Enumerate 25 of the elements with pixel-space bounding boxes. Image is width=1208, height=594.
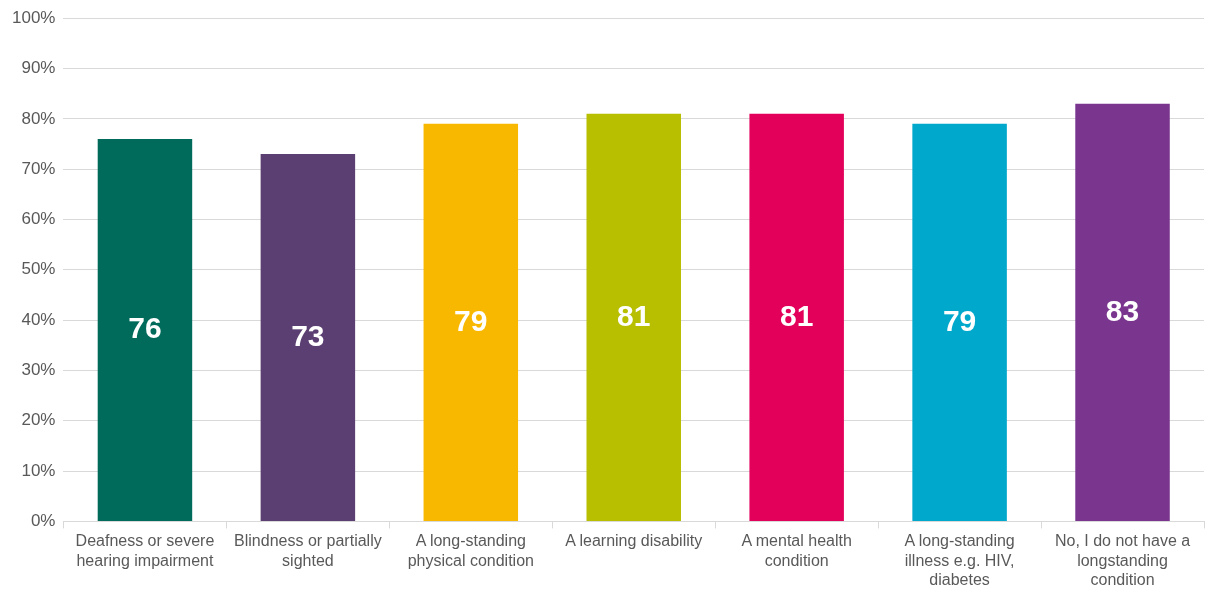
data-label: 73	[291, 318, 325, 352]
y-tick-label: 20%	[21, 410, 56, 430]
y-tick-label: 90%	[21, 58, 56, 78]
data-label: 83	[1105, 293, 1140, 327]
data-label: 81	[617, 298, 651, 332]
y-tick-label: 10%	[21, 460, 56, 480]
x-tick-label: Deafness or severe hearing impairment	[75, 532, 215, 569]
x-tick-label: A long-standing illness e.g. HIV, diabetes	[904, 532, 1015, 588]
y-tick-label: 50%	[21, 259, 56, 279]
x-tick-label: A long-standing physical condition	[407, 532, 534, 569]
y-tick-label: 0%	[30, 511, 56, 531]
x-tick-label: No, I do not have a longstanding condition	[1054, 532, 1191, 588]
data-label: 79	[942, 303, 977, 337]
y-tick-label: 40%	[21, 309, 56, 329]
data-label: 79	[454, 303, 488, 337]
x-tick-label: A learning disability	[565, 532, 703, 550]
data-label: 81	[779, 298, 814, 332]
y-tick-label: 100%	[12, 7, 56, 27]
data-label: 76	[128, 311, 162, 345]
y-tick-label: 30%	[21, 360, 56, 380]
y-tick-label: 60%	[21, 209, 56, 229]
x-tick-label: Blindness or partially sighted	[234, 532, 382, 569]
y-tick-label: 80%	[21, 108, 56, 128]
y-tick-label: 70%	[21, 158, 56, 178]
x-tick-label: A mental health condition	[741, 532, 852, 569]
